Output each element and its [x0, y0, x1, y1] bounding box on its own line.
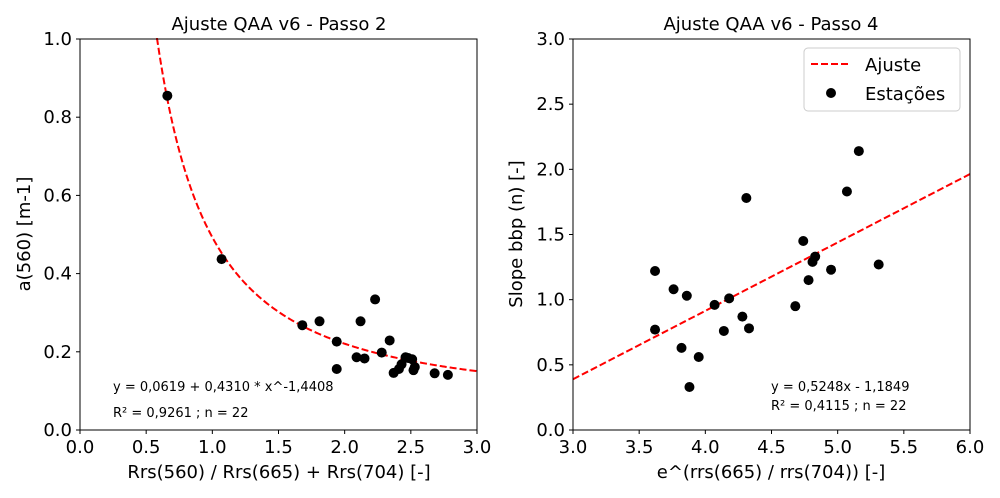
- legend-points-swatch: [826, 88, 836, 98]
- data-point: [798, 236, 809, 247]
- x-tick-label: 1.5: [264, 437, 293, 458]
- data-point: [790, 301, 801, 312]
- data-point: [693, 352, 704, 363]
- chart-left-y-ticks: 0.0 0.2 0.4 0.6 0.8 1.0: [43, 29, 80, 441]
- x-tick-label: 0.0: [66, 437, 95, 458]
- data-point: [409, 362, 420, 373]
- data-point: [853, 146, 864, 157]
- data-point: [331, 336, 342, 347]
- x-tick-label: 4.5: [757, 437, 786, 458]
- x-tick-label: 5.5: [890, 437, 919, 458]
- x-tick-label: 0.5: [132, 437, 161, 458]
- y-tick-label: 0.8: [43, 107, 72, 128]
- y-tick-label: 0.4: [43, 264, 72, 285]
- chart-right-y-ticks: 0.0 0.5 1.0 1.5 2.0 2.5 3.0: [536, 29, 573, 441]
- x-tick-label: 2.0: [330, 437, 359, 458]
- y-tick-label: 3.0: [536, 29, 565, 50]
- y-tick-label: 0.6: [43, 185, 72, 206]
- data-point: [650, 324, 661, 335]
- chart-left-x-ticks: 0.0 0.5 1.0 1.5 2.0 2.5 3.0: [66, 430, 492, 458]
- y-tick-label: 2.5: [536, 94, 565, 115]
- data-point: [681, 290, 692, 301]
- data-point: [376, 347, 387, 358]
- data-point: [724, 293, 735, 304]
- data-point: [314, 316, 325, 327]
- x-tick-label: 3.0: [463, 437, 492, 458]
- chart-right-title: Ajuste QAA v6 - Passo 4: [663, 14, 878, 35]
- data-point: [810, 251, 821, 262]
- data-point: [216, 254, 227, 265]
- chart-right-y-label: Slope bbp (n) [-]: [506, 160, 527, 307]
- chart-right-fit-line: [572, 173, 971, 381]
- data-point: [442, 369, 453, 380]
- data-point: [744, 323, 755, 334]
- x-tick-label: 4.0: [691, 437, 720, 458]
- y-tick-label: 0.0: [43, 420, 72, 441]
- data-point: [741, 193, 752, 204]
- data-point: [297, 320, 308, 331]
- y-tick-label: 0.0: [536, 420, 565, 441]
- data-point: [676, 342, 687, 353]
- y-tick-label: 2.0: [536, 159, 565, 180]
- data-point: [384, 335, 395, 346]
- chart-left-x-label: Rrs(560) / Rrs(665) + Rrs(704) [-]: [127, 462, 430, 483]
- data-point: [873, 259, 884, 270]
- x-tick-label: 5.0: [823, 437, 852, 458]
- data-point: [803, 275, 814, 286]
- legend-entry-points: Estações: [865, 84, 945, 105]
- chart-left: Ajuste QAA v6 - Passo 2 0.0 0.5 1.0 1.5 2.0 2…: [14, 14, 491, 483]
- chart-left-title: Ajuste QAA v6 - Passo 2: [171, 14, 386, 35]
- data-point: [668, 284, 679, 295]
- data-point: [331, 364, 342, 375]
- y-tick-label: 0.5: [536, 355, 565, 376]
- chart-right-r2: R² = 0,4115 ; n = 22: [771, 399, 906, 414]
- chart-right: Ajuste QAA v6 - Passo 4 3.0 3.5 4.0 4.5 5.0 5…: [506, 14, 984, 483]
- chart-left-r2: R² = 0,9261 ; n = 22: [113, 406, 248, 421]
- data-point: [718, 325, 729, 336]
- y-tick-label: 1.0: [43, 29, 72, 50]
- fit-line: [572, 173, 971, 381]
- data-point: [370, 294, 381, 305]
- x-tick-label: 3.0: [559, 437, 588, 458]
- legend-entry-fit: Ajuste: [865, 55, 921, 76]
- data-point: [709, 299, 720, 310]
- chart-right-equation: y = 0,5248x - 1,1849: [771, 380, 909, 395]
- data-point: [684, 381, 695, 392]
- x-tick-label: 6.0: [956, 437, 985, 458]
- chart-right-legend: Ajuste Estações: [803, 47, 961, 112]
- chart-right-points: [650, 146, 884, 392]
- data-point: [351, 352, 362, 363]
- data-point: [359, 353, 370, 364]
- fit-line: [156, 38, 478, 373]
- data-point: [429, 368, 440, 379]
- y-tick-label: 1.0: [536, 290, 565, 311]
- x-tick-label: 3.5: [625, 437, 654, 458]
- x-tick-label: 2.5: [397, 437, 426, 458]
- chart-left-fit-curve: [156, 38, 478, 373]
- data-point: [826, 264, 837, 275]
- data-point: [841, 186, 852, 197]
- y-tick-label: 0.2: [43, 342, 72, 363]
- chart-right-x-ticks: 3.0 3.5 4.0 4.5 5.0 5.5 6.0: [559, 430, 985, 458]
- chart-left-y-label: a(560) [m-1]: [14, 177, 35, 292]
- chart-left-equation: y = 0,0619 + 0,4310 * x^-1,4408: [113, 380, 334, 395]
- data-point: [737, 311, 748, 322]
- chart-right-x-label: e^(rrs(665) / rrs(704)) [-]: [657, 462, 886, 483]
- data-point: [355, 316, 366, 327]
- data-point: [162, 90, 173, 101]
- chart-left-points: [162, 90, 453, 380]
- data-point: [650, 265, 661, 276]
- y-tick-label: 1.5: [536, 225, 565, 246]
- x-tick-label: 1.0: [198, 437, 227, 458]
- data-point: [407, 354, 418, 365]
